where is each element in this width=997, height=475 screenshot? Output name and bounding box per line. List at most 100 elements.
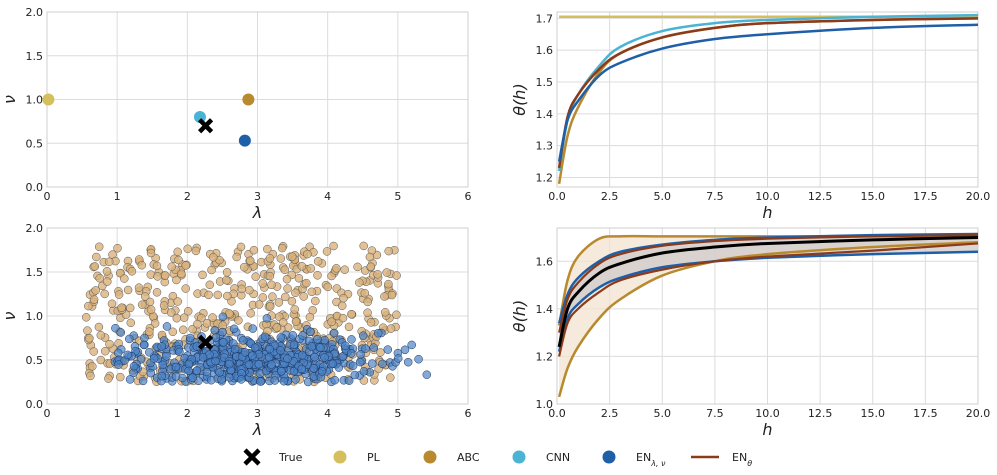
sample-abc [146,248,156,258]
y-tick-label: 1.5 [536,76,554,89]
sample-abc [88,362,97,371]
sample-abc [344,322,354,332]
sample-en [248,351,257,360]
y-tick-label: 0.0 [26,398,44,411]
x-tick-label: 0.0 [548,407,566,420]
x-tick-label: 12.5 [808,407,833,420]
sample-abc [258,293,268,302]
sample-abc [380,307,390,317]
sample-en [330,375,340,385]
sample-abc [311,296,320,306]
sample-en [320,335,329,345]
sample-abc [181,261,190,270]
sample-abc [125,303,135,313]
sample-abc [168,327,178,337]
sample-abc [123,285,133,295]
sample-en [157,371,167,381]
sample-en [240,348,250,357]
legend-label: ENθ [732,451,752,468]
sample-abc [104,257,114,267]
sample-abc [236,242,246,252]
sample-abc [181,284,190,293]
sample-en [218,327,227,337]
sample-en [283,354,292,363]
sample-en [267,360,276,369]
sample-en [346,349,356,358]
x-tick-label: 15.0 [861,407,886,420]
sample-abc [166,308,176,317]
sample-en [279,376,289,386]
sample-abc [313,271,322,280]
sample-abc [332,264,341,273]
sample-abc [263,244,272,254]
y-tick-label: 0.5 [26,137,44,150]
sample-abc [137,260,147,270]
sample-en [359,367,369,376]
sample-abc [313,257,323,266]
sample-en [378,359,387,369]
sample-abc [365,252,375,262]
sample-en [171,362,181,372]
sample-en [265,344,274,354]
y-tick-label: 1.2 [536,350,554,363]
sample-en [383,345,393,354]
y-tick-label: 0.5 [26,354,44,367]
sample-abc [234,316,243,325]
x-tick-label: 20.0 [966,190,991,203]
y-tick-label: 2.0 [26,6,44,19]
sample-abc [392,310,401,320]
sample-abc [120,274,129,283]
sample-abc [117,303,126,312]
sample-en [236,375,246,384]
true-marker [197,334,214,350]
sample-abc [337,301,347,311]
sample-en [270,376,280,385]
x-tick-label: 0.0 [548,190,566,203]
sample-abc [167,262,176,271]
sample-abc [127,267,137,276]
x-tick-label: 5.0 [654,407,672,420]
sample-en [403,357,413,367]
sample-abc [366,318,376,327]
band-upper-en [557,232,979,324]
sample-en [225,359,234,369]
x-tick-label: 7.5 [706,190,724,203]
sample-abc [172,313,182,323]
sample-en [129,361,139,371]
sample-abc [191,246,201,256]
sample-abc [107,299,117,309]
sample-abc [134,283,144,292]
sample-en [393,354,403,363]
sample-abc [323,282,333,292]
sample-abc [329,241,338,251]
sample-en [219,337,228,347]
sample-abc [297,262,307,271]
sample-en [260,332,270,342]
x-tick-label: 10.0 [755,407,780,420]
sample-abc [290,305,299,314]
legend-label: ENλ, ν [636,451,666,468]
sample-en [254,359,264,369]
y-axis-label: ν [0,95,19,104]
sample-en [202,367,212,377]
x-tick-label: 15.0 [861,190,886,203]
sample-abc [222,268,232,277]
sample-en [276,333,286,342]
sample-en [162,322,172,331]
y-tick-label: 1.7 [536,12,554,25]
sample-en [297,350,307,360]
sample-en [162,352,171,361]
sample-en [289,340,299,350]
sample-abc [258,279,267,288]
sample-en [262,314,272,323]
sample-abc [237,284,247,294]
line-en_lambda_nu [557,23,979,162]
y-tick-label: 1.0 [26,310,44,323]
sample-en [350,370,360,380]
sample-abc [205,280,215,290]
sample-abc [102,267,112,276]
sample-abc [96,355,106,365]
sample-en [414,354,423,364]
legend-marker [602,450,616,464]
sample-abc [95,273,104,283]
